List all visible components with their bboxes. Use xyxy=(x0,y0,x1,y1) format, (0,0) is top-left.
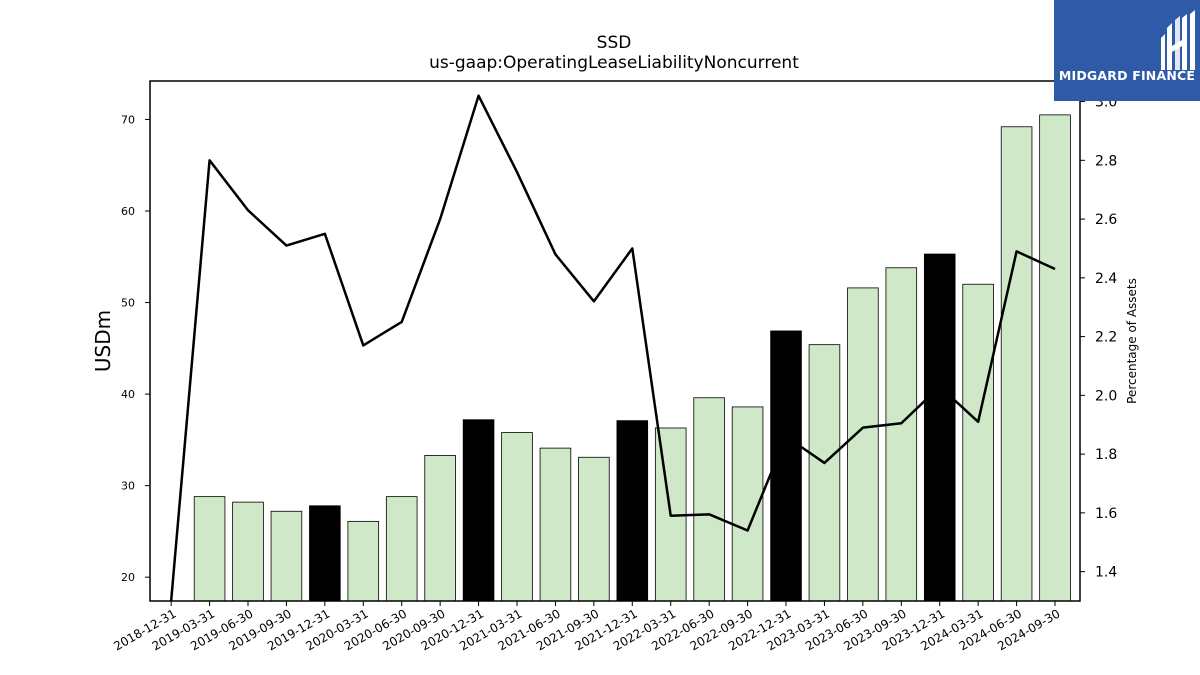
y-tick-label: 60 xyxy=(121,205,135,218)
bar-2021-06-30 xyxy=(539,447,572,602)
logo-text: MIDGARD FINANCE xyxy=(1058,68,1196,83)
y2-tick-label: 2.4 xyxy=(1095,271,1117,287)
bar-2024-06-30 xyxy=(1000,126,1033,602)
bar-2021-12-31 xyxy=(616,420,649,602)
bar-2024-09-30 xyxy=(1039,114,1071,602)
chart-title: SSD xyxy=(597,33,632,53)
y-tick-label: 50 xyxy=(121,297,135,310)
midgard-finance-logo: MIDGARD FINANCE xyxy=(1054,0,1200,101)
bar-2022-06-30 xyxy=(693,397,725,602)
right-axis-ticks: 1.41.61.82.02.22.42.62.83.0 xyxy=(1080,95,1117,581)
y2-axis-label: Percentage of Assets xyxy=(1125,278,1139,404)
bar-2021-09-30 xyxy=(578,456,610,602)
bar-2024-03-31 xyxy=(962,283,994,602)
bar-2023-09-30 xyxy=(885,267,918,602)
bar-2020-12-31 xyxy=(462,419,495,602)
bar-2019-03-31 xyxy=(193,496,226,602)
bar-2020-09-30 xyxy=(424,455,456,602)
bar-2021-03-31 xyxy=(501,432,533,602)
x-axis-ticks: 2018-12-312019-03-312019-06-302019-09-30… xyxy=(111,601,1063,653)
y-tick-label: 30 xyxy=(121,480,135,493)
logo-mark-icon xyxy=(1161,10,1195,70)
y2-tick-label: 2.8 xyxy=(1095,153,1117,169)
bar-2020-03-31 xyxy=(347,520,380,602)
y2-tick-label: 1.8 xyxy=(1095,447,1117,463)
bar-2019-06-30 xyxy=(232,501,264,602)
y-tick-label: 40 xyxy=(121,388,135,401)
plot-frame xyxy=(149,80,1081,602)
bar-series xyxy=(193,114,1071,602)
y2-tick-label: 2.0 xyxy=(1095,388,1117,404)
y2-tick-label: 2.6 xyxy=(1095,212,1117,228)
percentage-of-assets-line xyxy=(169,94,1056,602)
y-tick-label: 20 xyxy=(121,571,135,584)
y2-tick-label: 1.4 xyxy=(1095,565,1117,581)
chart-subtitle: us-gaap:OperatingLeaseLiabilityNoncurren… xyxy=(429,53,799,73)
bar-2022-12-31 xyxy=(770,330,802,602)
bar-2023-06-30 xyxy=(847,287,879,602)
y-axis-label: USDm xyxy=(91,310,115,372)
bar-2023-12-31 xyxy=(923,253,956,602)
bar-2019-09-30 xyxy=(270,510,303,602)
left-axis-ticks: 20 30 40 50 60 70 xyxy=(121,113,150,584)
bar-2020-06-30 xyxy=(385,496,418,602)
bar-2023-03-31 xyxy=(808,344,841,602)
y2-tick-label: 2.2 xyxy=(1095,330,1117,346)
y-tick-label: 70 xyxy=(121,113,135,126)
bar-2019-12-31 xyxy=(309,505,341,602)
y2-tick-label: 1.6 xyxy=(1095,506,1117,522)
